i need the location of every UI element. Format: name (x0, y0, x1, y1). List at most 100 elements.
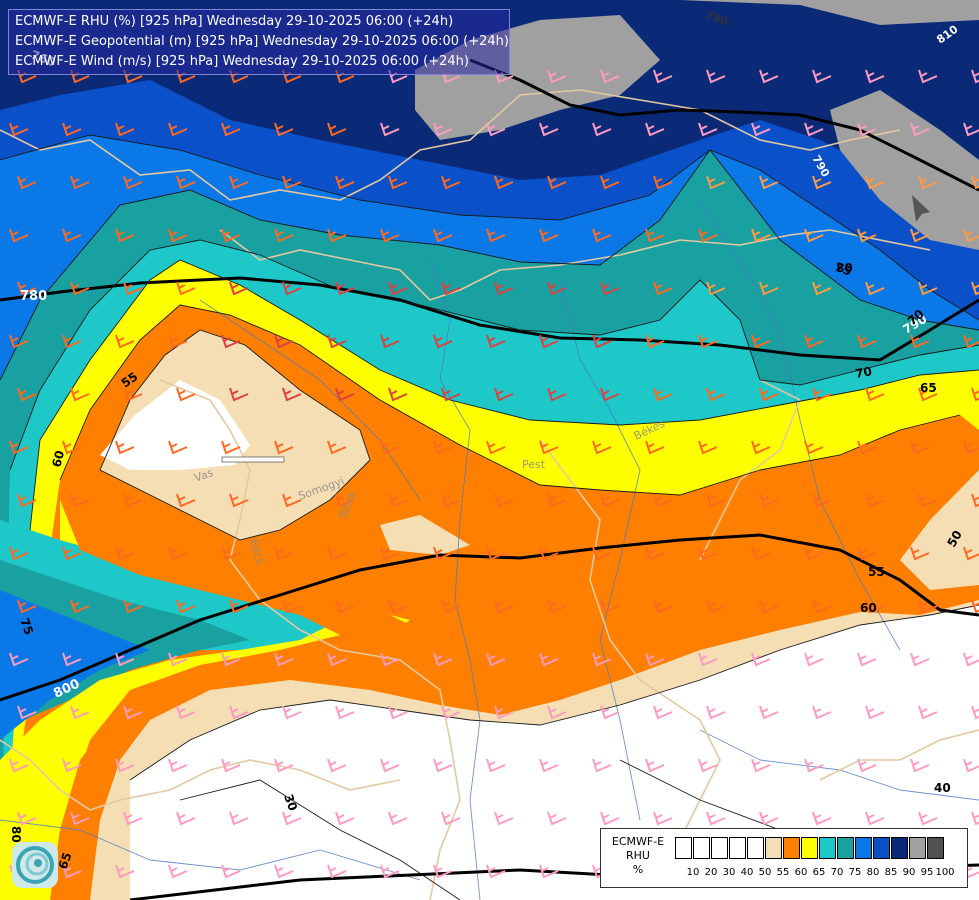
wind-barb (123, 599, 143, 614)
wind-barb (274, 546, 294, 561)
wind-barb (865, 811, 885, 826)
wind-barb (486, 334, 506, 349)
wind-barb (865, 175, 885, 190)
wind-barb (547, 811, 567, 826)
wind-barb (176, 493, 196, 508)
wind-barb (9, 652, 29, 667)
wind-barb (274, 758, 294, 773)
wind-barb (698, 334, 718, 349)
wind-barb (176, 705, 196, 720)
wind-barb (441, 811, 461, 826)
wind-barb (229, 175, 249, 190)
rhu-label: 65 (920, 381, 937, 395)
wind-barb (70, 599, 90, 614)
wind-barb (229, 705, 249, 720)
wind-barb (433, 652, 453, 667)
wind-barb (494, 599, 514, 614)
wind-barb (653, 599, 673, 614)
wind-barb (812, 69, 832, 84)
legend-swatch (765, 837, 782, 859)
wind-barb (963, 546, 979, 561)
wind-barb (115, 334, 135, 349)
wind-barb (176, 811, 196, 826)
wind-barb (592, 334, 612, 349)
legend-swatch (891, 837, 908, 859)
legend-swatch (711, 837, 728, 859)
wind-barb (751, 546, 771, 561)
wind-barb (910, 546, 930, 561)
wind-barb (759, 599, 779, 614)
wind-barb (857, 546, 877, 561)
wind-barb (494, 493, 514, 508)
wind-barb (388, 493, 408, 508)
wind-barb (645, 122, 665, 137)
wind-barb (335, 811, 355, 826)
wind-barb (176, 599, 196, 614)
wind-barb (645, 546, 665, 561)
wind-barb (380, 864, 400, 879)
wind-barb (600, 811, 620, 826)
wind-barb (282, 281, 302, 296)
wind-barb (123, 811, 143, 826)
wind-barb (17, 811, 37, 826)
place-label: Pest (522, 458, 546, 471)
wind-barb (168, 652, 188, 667)
rhu-label: 60 (860, 601, 877, 615)
wind-barb (168, 546, 188, 561)
wind-barb (698, 546, 718, 561)
rhu-label: 70 (854, 364, 873, 381)
wind-barb (910, 228, 930, 243)
wind-barb (804, 334, 824, 349)
wind-barb (176, 387, 196, 402)
wind-barb (812, 493, 832, 508)
wind-barb (910, 334, 930, 349)
wind-barb (274, 122, 294, 137)
wind-barb (123, 705, 143, 720)
wind-barb (115, 864, 135, 879)
wind-barb (123, 387, 143, 402)
wind-barb (433, 440, 453, 455)
wind-barb (812, 705, 832, 720)
wind-barb (963, 228, 979, 243)
legend-title-model: ECMWF-E (611, 835, 665, 848)
swirl-graphic (16, 846, 54, 884)
wind-barb (539, 652, 559, 667)
rhu-label: 40 (934, 781, 951, 795)
wind-barb (812, 281, 832, 296)
wind-barb (327, 440, 347, 455)
wind-barb (327, 758, 347, 773)
wind-barb (335, 175, 355, 190)
wind-barb (335, 599, 355, 614)
wind-barb (759, 493, 779, 508)
wind-barb (62, 122, 82, 137)
wind-barb (123, 281, 143, 296)
wind-barb (857, 122, 877, 137)
wind-barb (706, 811, 726, 826)
wind-barb (653, 69, 673, 84)
wind-barb (380, 228, 400, 243)
rhu-band-80-lower (0, 590, 150, 740)
wind-barb (229, 599, 249, 614)
legend-tick-label: 80 (866, 867, 880, 878)
wind-barb (804, 652, 824, 667)
wind-barb (645, 228, 665, 243)
wind-barb (9, 228, 29, 243)
wind-barb (539, 864, 559, 879)
wind-barb (115, 122, 135, 137)
wind-barb (486, 758, 506, 773)
wind-barb (971, 811, 979, 826)
wind-barb (865, 281, 885, 296)
rhu-label: 30 (281, 792, 300, 812)
wind-barb (804, 228, 824, 243)
wind-barb (441, 175, 461, 190)
wind-barb (168, 122, 188, 137)
wind-barb (486, 228, 506, 243)
wind-barb (653, 493, 673, 508)
wind-barb (706, 705, 726, 720)
wind-barb (176, 281, 196, 296)
wind-barb (17, 175, 37, 190)
wind-barb (698, 758, 718, 773)
rhu-band-60-lower (60, 500, 979, 900)
rhu-labels: 55 60 60 65 70 70 75 75 80 80 65 55 50 4… (9, 260, 965, 871)
wind-barb (17, 599, 37, 614)
